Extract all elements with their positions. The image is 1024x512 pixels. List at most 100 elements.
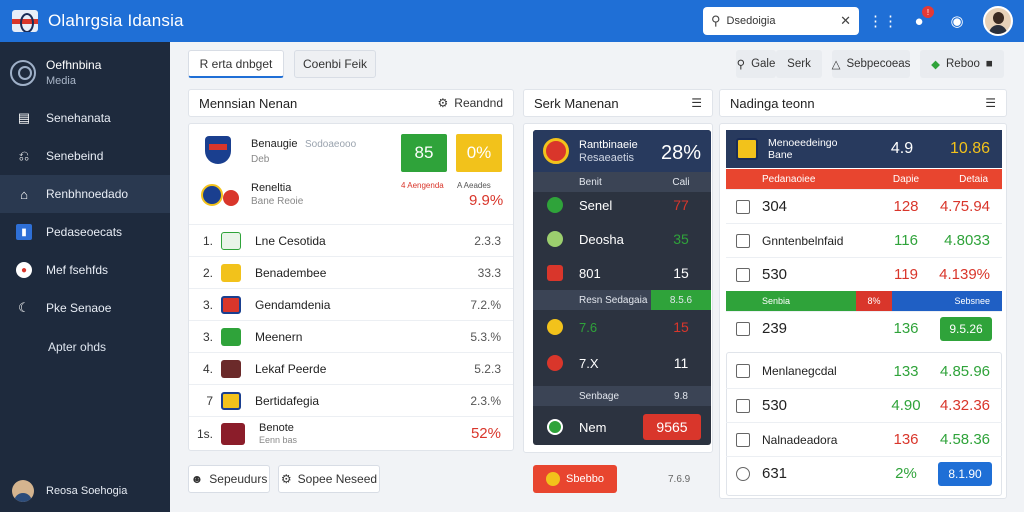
mid-row[interactable]: 801 15 [533, 256, 711, 290]
mid-row-value: 35 [673, 231, 689, 247]
right-row[interactable]: 530 119 4.139% [726, 257, 1002, 291]
table-row[interactable]: 4. Lekaf Peerde 5.2.3 [189, 352, 513, 384]
team-crest-icon [543, 138, 569, 164]
table-row[interactable]: 2. Benadembee 33.3 [189, 256, 513, 288]
tab-second[interactable]: Coenbi Feik [294, 50, 376, 78]
row-name: Bertidafegia [255, 393, 320, 408]
mid-row[interactable]: 7.6 15 [533, 310, 711, 344]
right-row-a: 136 [893, 320, 919, 337]
right-panel-title: Nadinga teonn [730, 95, 815, 111]
score-green-box[interactable]: 85 [401, 134, 447, 172]
bottom-button-2[interactable]: ⚙ Sopee Neseed [278, 465, 380, 493]
row-name: Benadembee [255, 265, 327, 280]
right-strip-multi: Senbia 8% Sebsnee [726, 291, 1002, 311]
mid-action-button[interactable]: Sbebbo [533, 465, 617, 493]
sidebar-user[interactable]: Reosa Soehogia [12, 480, 127, 502]
tool-sebpecoeas[interactable]: △ Sebpecoeas [832, 50, 910, 78]
right-row-b: 4.75.94 [939, 198, 990, 215]
mid-row-name: 801 [579, 265, 601, 281]
right-row-a: 133 [893, 362, 919, 380]
left-panel-right-label[interactable]: Reandnd [454, 96, 503, 110]
messages-icon[interactable]: ◉ [950, 13, 964, 30]
sidebar-item-5[interactable]: ● Mef fsehfds [0, 251, 170, 289]
sidebar-item-6[interactable]: ☾ Pke Senaoe [0, 289, 170, 327]
search-box: ⚲ ✕ [703, 7, 859, 35]
table-row[interactable]: 3. Meenern 5.3.% [189, 320, 513, 352]
tool-gale[interactable]: ⚲ Gale [736, 50, 776, 78]
row-name: Meenern [255, 329, 303, 344]
mid-row-name: Senel [579, 197, 613, 213]
table-row[interactable]: 1s. Benote Eenn bas 52% [189, 416, 513, 450]
row-name: Lekaf Peerde [255, 361, 327, 376]
right-strip-red-b: Dapie [892, 173, 920, 185]
home-icon: ⌂ [20, 186, 28, 202]
right-row[interactable]: 304 128 4.75.94 [726, 189, 1002, 223]
table-row[interactable]: 7 Bertidafegia 2.3.% [189, 384, 513, 416]
score-yellow-box[interactable]: 0% [456, 134, 502, 172]
mid-row[interactable]: 7.X 11 [533, 346, 711, 380]
menu-icon[interactable]: ☰ [985, 96, 996, 110]
mid-row[interactable]: Senel 77 [533, 188, 711, 222]
team-icon [221, 263, 241, 282]
right-row[interactable]: Gnntenbelnfaid 116 4.8033 [726, 223, 1002, 257]
right-strip-red-a: Pedanaoiee [762, 173, 816, 185]
tag-icon: ◆ [931, 59, 940, 71]
right-row-name: 631 [762, 465, 788, 482]
sidebar-item-label: Senebeind [46, 149, 104, 163]
tab-first[interactable]: R erta dnbget [188, 50, 284, 78]
sidebar-profile[interactable]: Oefhnbina Media [0, 42, 170, 99]
clear-search-icon[interactable]: ✕ [840, 13, 851, 28]
sidebar-item-3[interactable]: ⌂ Renbhnoedado [0, 175, 170, 213]
tool-reboo-label: Reboo [946, 58, 980, 70]
match1-sub: Deb [251, 154, 270, 165]
tool-gale-label: Gale [751, 58, 776, 70]
sidebar-item-4[interactable]: ▮ Pedaseoecats [0, 213, 170, 251]
right-row-name: Gnntenbelnfaid [762, 233, 844, 248]
app-logo [12, 10, 38, 32]
right-row-b-button[interactable]: 8.1.90 [938, 461, 992, 486]
right-row-name: Nalnadeadora [762, 432, 838, 447]
brand[interactable]: Olahrgsia Idansia [0, 10, 184, 32]
tool-reboo[interactable]: ◆ Reboo ■ [920, 50, 1004, 78]
bottom-button-1[interactable]: ☻ Sepeudurs [188, 465, 270, 493]
right-row[interactable]: 239 136 9.5.26 [726, 311, 1002, 345]
bottom-button-2-label: Sopee Neseed [297, 472, 378, 486]
row-value: 52% [470, 425, 501, 442]
menu-icon[interactable]: ☰ [691, 96, 702, 110]
table-row[interactable]: 3. Gendamdenia 7.2.% [189, 288, 513, 320]
table-row[interactable]: 1. Lne Cesotida 2.3.3 [189, 224, 513, 256]
right-strip-red-c: Detaia [959, 173, 988, 185]
team-icon [221, 327, 241, 346]
row-icon [736, 432, 750, 447]
team-badges-icon [201, 180, 243, 210]
tool-serk[interactable]: Serk [776, 50, 822, 78]
sidebar-item-2[interactable]: ⎌ Senebeind [0, 137, 170, 175]
right-row[interactable]: Nalnadeadora 136 4.58.36 [726, 422, 1002, 456]
search-icon: ⚲ [711, 13, 721, 28]
mid-row[interactable]: Deosha 35 [533, 222, 711, 256]
user-avatar[interactable] [983, 6, 1013, 36]
right-row[interactable]: 530 4.90 4.32.36 [726, 388, 1002, 422]
right-head-score2: 10.86 [949, 140, 990, 157]
grid-icon[interactable]: ⋮⋮ [868, 13, 898, 30]
row-rank: 1s. [196, 426, 213, 441]
settings-icon[interactable]: ⚙ [437, 96, 449, 110]
right-head: Menoeedeingo Bane 4.9 10.86 [726, 130, 1002, 168]
right-row-b-button[interactable]: 9.5.26 [940, 316, 992, 341]
right-head-name: Menoeedeingo [768, 137, 838, 149]
row-rank: 7 [206, 393, 213, 408]
right-row[interactable]: 631 2% 8.1.90 [726, 456, 1002, 490]
sidebar-sub-item[interactable]: Apter ohds [48, 340, 107, 354]
right-row[interactable]: Menlanegcdal 133 4.85.96 [726, 354, 1002, 388]
search-input[interactable] [726, 15, 827, 27]
team-icon [547, 231, 563, 247]
row-icon [736, 267, 750, 282]
alert-icon: ● [16, 262, 32, 278]
sidebar-item-1[interactable]: ▤ Senehanata [0, 99, 170, 137]
tool-sebpecoeas-label: Sebpecoeas [846, 58, 911, 70]
mid-row-value-button[interactable]: 9565 [643, 414, 701, 440]
mid-strip-2-value: 8.5.6 [651, 290, 711, 310]
right-row-a: 136 [893, 431, 919, 448]
mid-row[interactable]: Nem 9565 [533, 410, 711, 444]
notifications-icon[interactable]: ●! [908, 6, 934, 32]
